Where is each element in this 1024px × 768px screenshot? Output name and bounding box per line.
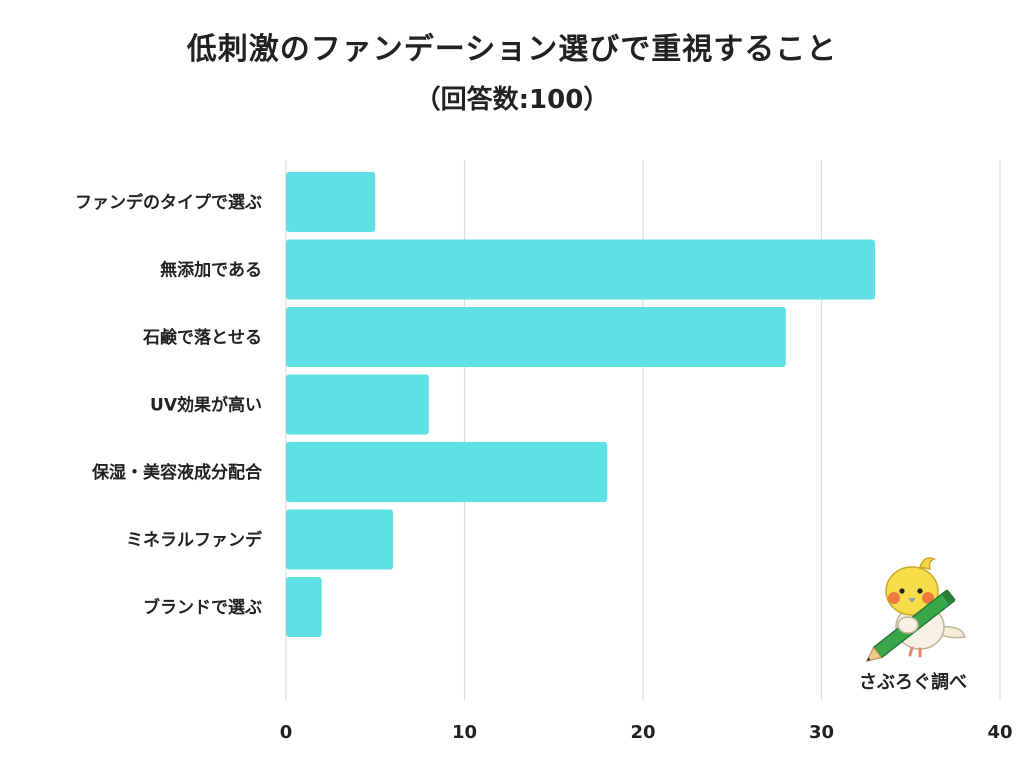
x-axis-tick-labels: 0 10 20 30 40 [280,722,1013,743]
bar [286,239,876,300]
bar [286,307,786,367]
x-tick-label: 30 [809,722,834,743]
x-tick-label: 0 [280,722,293,743]
bar [286,509,394,570]
bar [286,577,322,637]
category-label: 保湿・美容液成分配合 [91,462,263,483]
category-label: ファンデのタイプで選ぶ [75,192,262,213]
chart-header: 低刺激のファンデーション選びで重視すること （回答数:100） [0,30,1024,120]
category-label: ミネラルファンデ [126,530,263,551]
category-label: ブランドで選ぶ [143,597,262,618]
bar [286,374,429,435]
chart-subtitle: （回答数:100） [414,85,610,115]
category-label: UV効果が高い [150,395,262,416]
bars [286,172,876,637]
bar [286,172,376,232]
bird-mascot-with-pencil-icon [850,555,980,665]
x-tick-label: 20 [630,722,655,743]
x-tick-label: 10 [452,722,477,743]
bar [286,442,608,502]
category-label: 石鹸で落とせる [142,327,262,348]
chart-title: 低刺激のファンデーション選びで重視すること [186,32,838,67]
category-label: 無添加である [160,260,262,281]
x-tick-label: 40 [987,722,1012,743]
credit-caption: さぶろぐ調べ [859,672,967,693]
